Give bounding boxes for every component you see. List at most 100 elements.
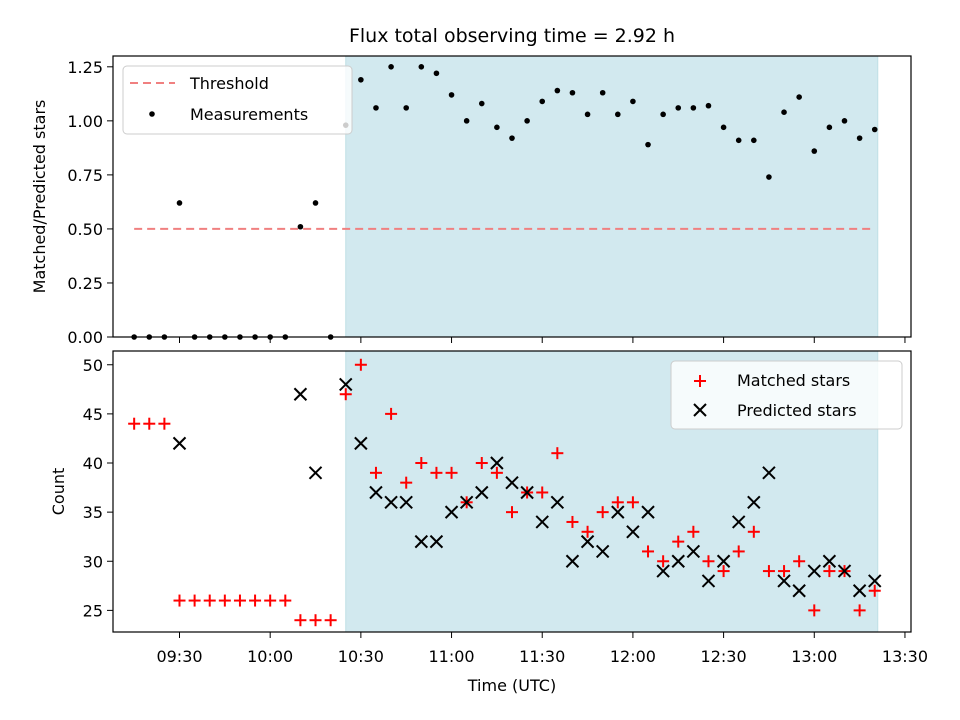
observing-window-shade xyxy=(345,55,879,338)
matched-star-marker xyxy=(354,358,367,371)
measurement-point xyxy=(766,174,772,180)
count-y-axis-label: Count xyxy=(49,468,68,516)
matched-star-marker xyxy=(369,466,382,479)
matched-star-marker xyxy=(793,555,806,568)
predicted-star-marker xyxy=(701,574,716,588)
predicted-star-marker xyxy=(308,466,323,480)
predicted-star-marker xyxy=(611,505,625,519)
predicted-star-marker xyxy=(868,574,882,588)
ratio-y-tick-label: 1.25 xyxy=(67,58,103,77)
predicted-star-marker xyxy=(293,387,308,401)
matched-star-marker xyxy=(279,594,292,607)
chart-title: Flux total observing time = 2.92 h xyxy=(349,25,675,47)
legend-matched-swatch xyxy=(694,375,706,387)
matched-star-marker xyxy=(128,417,141,430)
matched-star-marker xyxy=(324,614,337,627)
measurement-point xyxy=(297,223,304,230)
matched-star-marker xyxy=(203,594,216,607)
matched-star-marker xyxy=(626,496,639,509)
predicted-star-marker xyxy=(172,436,187,451)
predicted-star-marker xyxy=(339,377,353,392)
measurement-point xyxy=(841,118,848,124)
measurement-point xyxy=(811,148,818,154)
matched-star-marker xyxy=(642,545,655,558)
measurement-point xyxy=(871,126,878,133)
matched-star-marker xyxy=(218,594,231,607)
predicted-star-marker xyxy=(671,554,685,568)
measurement-point xyxy=(554,87,561,94)
matched-star-marker xyxy=(430,466,443,479)
count-x-tick-label: 09:30 xyxy=(156,647,202,666)
measurement-point xyxy=(599,89,606,96)
x-axis-label: Time (UTC) xyxy=(467,676,556,695)
legend-measurements-label: Measurements xyxy=(190,105,308,124)
measurement-point xyxy=(751,137,757,144)
matched-star-marker xyxy=(400,476,413,489)
ratio-y-tick-label: 0.00 xyxy=(67,328,103,347)
measurement-point xyxy=(418,64,425,70)
count-x-tick-label: 11:00 xyxy=(428,647,474,666)
matched-star-marker xyxy=(672,535,685,548)
measurement-point xyxy=(388,64,394,70)
measurement-point xyxy=(463,118,470,124)
matched-star-marker xyxy=(309,614,322,627)
measurement-point xyxy=(478,100,485,107)
measurement-point xyxy=(433,70,440,77)
predicted-star-marker xyxy=(716,554,731,568)
count-y-tick-label: 40 xyxy=(83,454,103,473)
count-y-tick-label: 25 xyxy=(83,601,103,620)
legend-measurements-swatch xyxy=(149,111,155,117)
matched-star-marker xyxy=(853,604,866,617)
ratio-y-tick-label: 0.75 xyxy=(67,166,103,185)
predicted-star-marker xyxy=(807,564,821,578)
measurement-point xyxy=(735,137,742,144)
measurement-point xyxy=(358,76,364,83)
measurement-point xyxy=(403,105,410,111)
count-x-tick-label: 10:30 xyxy=(338,647,384,666)
predicted-star-marker xyxy=(384,495,398,510)
matched-star-marker xyxy=(490,466,503,479)
predicted-star-marker xyxy=(550,495,565,510)
predicted-star-marker xyxy=(444,505,459,519)
measurement-point xyxy=(645,141,651,148)
count-panel: 25 30 35 40 45 50 09:30 10:00 10:30 11:00 11:30 12… xyxy=(49,350,928,695)
predicted-star-marker xyxy=(731,515,746,529)
matched-star-marker xyxy=(415,457,428,470)
predicted-star-marker xyxy=(686,544,701,559)
matched-star-marker xyxy=(445,466,458,479)
measurement-point xyxy=(448,92,455,98)
matched-star-marker xyxy=(687,525,700,538)
matched-star-marker xyxy=(596,506,609,519)
count-x-tick-label: 12:30 xyxy=(701,647,747,666)
matched-star-marker xyxy=(747,525,760,538)
matched-star-marker xyxy=(339,388,352,401)
ratio-y-tick-label: 0.25 xyxy=(67,274,103,293)
ratio-y-tick-label: 0.50 xyxy=(67,220,103,239)
predicted-star-marker xyxy=(595,544,610,559)
legend-predicted-label: Predicted stars xyxy=(737,401,857,420)
matched-star-marker xyxy=(475,457,488,470)
measurement-point xyxy=(705,102,712,109)
predicted-star-marker xyxy=(565,554,580,568)
count-x-tick-label: 13:30 xyxy=(882,647,928,666)
matched-star-marker xyxy=(702,555,715,568)
predicted-star-marker xyxy=(459,495,474,510)
matched-star-marker xyxy=(566,515,579,528)
matched-star-marker xyxy=(233,594,246,607)
count-panel-frame xyxy=(112,350,912,633)
matched-star-marker xyxy=(536,486,549,499)
measurement-point xyxy=(312,200,319,206)
matched-star-marker xyxy=(506,506,518,519)
ratio-y-axis-label: Matched/Predicted stars xyxy=(30,100,49,294)
matched-star-marker xyxy=(657,555,670,568)
measurement-point xyxy=(373,105,379,111)
measurement-point xyxy=(539,98,546,105)
measurement-point xyxy=(494,124,500,131)
legend-matched-label: Matched stars xyxy=(737,371,850,390)
count-y-tick-label: 50 xyxy=(83,356,103,375)
matched-star-marker xyxy=(717,565,730,578)
predicted-star-marker xyxy=(762,466,776,480)
ratio-panel-frame xyxy=(112,55,912,338)
predicted-star-marker xyxy=(656,564,670,578)
